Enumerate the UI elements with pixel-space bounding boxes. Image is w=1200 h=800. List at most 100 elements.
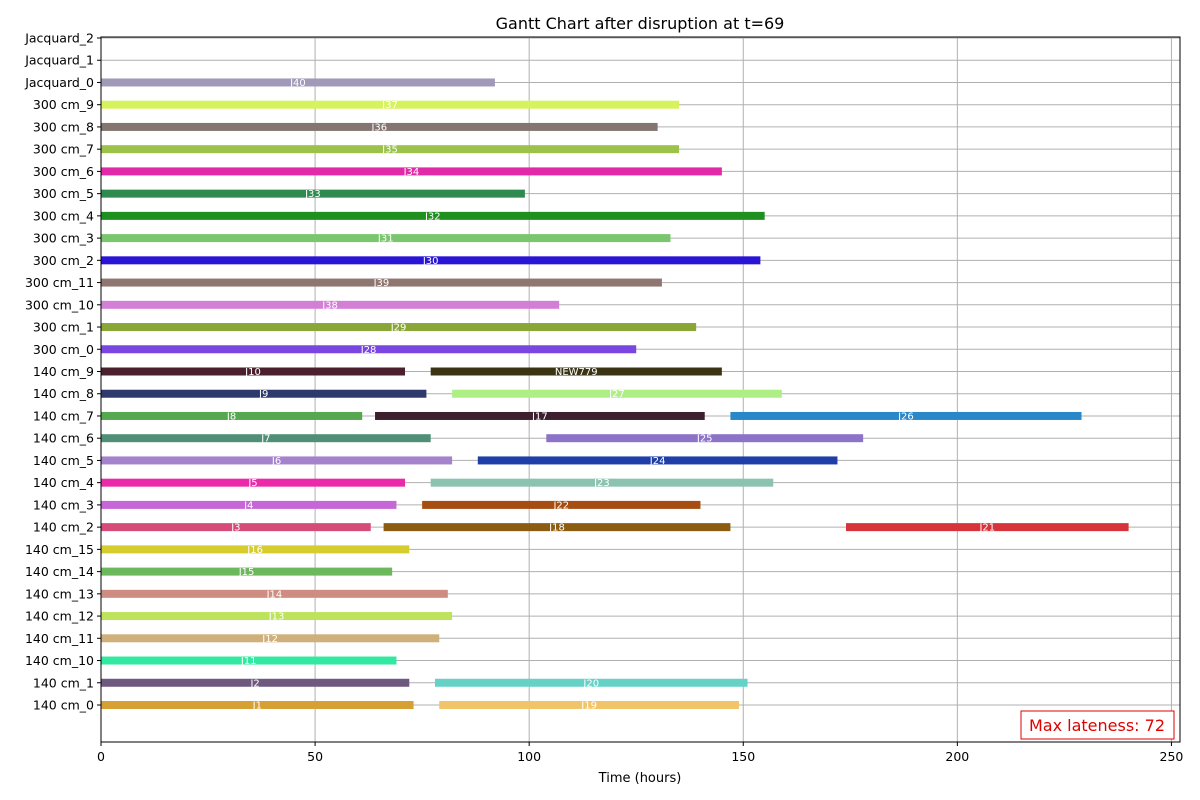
task-bar: [101, 456, 453, 465]
y-tick-label: 140 cm_13: [25, 586, 94, 601]
y-tick-label: 300 cm_4: [33, 208, 94, 223]
task-bar: [101, 345, 637, 354]
task-bar: [101, 100, 680, 109]
y-tick-label: 140 cm_10: [25, 653, 94, 668]
task-bar: [101, 411, 363, 420]
task-bar: [101, 145, 680, 154]
y-tick-label: 140 cm_9: [33, 364, 94, 379]
task-label: J16: [246, 545, 263, 556]
y-tick-label: 140 cm_3: [33, 497, 94, 512]
task-bar: [101, 300, 560, 309]
task-bar: [434, 678, 748, 687]
task-label: J10: [244, 367, 261, 378]
task-bar: [101, 634, 440, 643]
x-tick-label: 100: [517, 749, 541, 764]
task-bar: [439, 701, 739, 709]
y-tick-label: 300 cm_7: [33, 142, 94, 157]
task-bar: [101, 589, 448, 598]
task-label: J7: [260, 434, 270, 445]
y-tick-label: 140 cm_4: [33, 475, 94, 490]
task-bar: [422, 500, 701, 509]
max-lateness-annotation: Max lateness: 72: [1020, 710, 1175, 740]
y-tick-label: Jacquard_2: [24, 31, 94, 46]
plot-frame: [100, 36, 1181, 743]
task-bar: [846, 523, 1129, 532]
task-bar: [101, 167, 722, 176]
y-tick-label: 140 cm_8: [33, 386, 94, 401]
task-label: J20: [582, 678, 599, 689]
task-bar: [101, 78, 495, 87]
task-bar: [430, 367, 722, 376]
y-tick-label: 140 cm_2: [33, 520, 94, 535]
task-bar: [101, 211, 765, 220]
task-bar: [452, 389, 782, 398]
y-tick-label: 140 cm_7: [33, 408, 94, 423]
y-tick-label: 300 cm_10: [25, 297, 94, 312]
task-label: J9: [258, 389, 268, 400]
task-bar: [101, 434, 431, 443]
y-tick-label: 300 cm_8: [33, 119, 94, 134]
task-label: J13: [268, 612, 285, 623]
task-bar: [430, 478, 774, 487]
y-tick-label: 300 cm_3: [33, 231, 94, 246]
task-bar: [101, 256, 761, 265]
y-tick-label: 300 cm_2: [33, 253, 94, 268]
task-label: J19: [580, 701, 597, 712]
y-tick-label: 140 cm_5: [33, 453, 94, 468]
task-label: J3: [230, 523, 240, 534]
task-label: J4: [243, 500, 253, 511]
task-bar: [101, 122, 658, 131]
task-label: J12: [261, 634, 278, 645]
task-label: J37: [381, 100, 398, 111]
task-label: J28: [360, 345, 377, 356]
task-label: J17: [531, 411, 548, 422]
task-bar: [101, 567, 393, 576]
task-label: J25: [696, 434, 713, 445]
task-bar: [101, 389, 427, 398]
task-label: J15: [238, 567, 255, 578]
task-bar: [383, 523, 731, 532]
task-bar: [101, 656, 397, 665]
task-bar: [101, 678, 410, 687]
chart-title: Gantt Chart after disruption at t=69: [496, 14, 785, 33]
task-label: J40: [289, 78, 306, 89]
task-label: J11: [240, 656, 257, 667]
task-bar: [477, 456, 838, 465]
x-tick-label: 150: [731, 749, 755, 764]
task-label: J1: [252, 701, 262, 712]
y-tick-label: 140 cm_14: [25, 564, 94, 579]
task-label: J14: [266, 589, 283, 600]
annotation-text: Max lateness: 72: [1029, 716, 1165, 735]
y-tick-label: 300 cm_11: [25, 275, 94, 290]
task-bar: [101, 323, 697, 332]
y-tick-label: 140 cm_15: [25, 542, 94, 557]
task-bar: [375, 411, 705, 420]
task-label: J8: [226, 411, 236, 422]
task-label: J33: [304, 189, 321, 200]
x-tick-labels: 0 50 100 150 200 250: [97, 742, 1183, 764]
y-tick-label: 140 cm_12: [25, 609, 94, 624]
task-bar: [546, 434, 864, 443]
y-tick-labels: 140 cm_0 140 cm_1 140 cm_10 140 cm_11 140 cm…: [24, 31, 101, 713]
y-tick-label: 300 cm_6: [33, 164, 94, 179]
x-tick-label: 250: [1160, 749, 1184, 764]
task-bar: [101, 189, 525, 198]
task-label: J18: [548, 523, 565, 534]
task-bar: [101, 367, 406, 376]
task-bar: [101, 701, 414, 709]
y-tick-label: 300 cm_5: [33, 186, 94, 201]
task-bar: [101, 523, 371, 532]
y-tick-label: 140 cm_1: [33, 675, 94, 690]
task-label: J35: [381, 145, 398, 156]
task-label: J29: [390, 323, 407, 334]
task-label: J26: [897, 411, 914, 422]
task-label: J6: [271, 456, 281, 467]
y-tick-label: Jacquard_0: [24, 75, 94, 90]
y-tick-label: Jacquard_1: [24, 53, 94, 68]
task-label: J21: [978, 523, 995, 534]
task-label: J22: [552, 500, 569, 511]
task-label: J39: [373, 278, 390, 289]
task-label: J24: [649, 456, 666, 467]
task-label: J31: [377, 234, 394, 245]
